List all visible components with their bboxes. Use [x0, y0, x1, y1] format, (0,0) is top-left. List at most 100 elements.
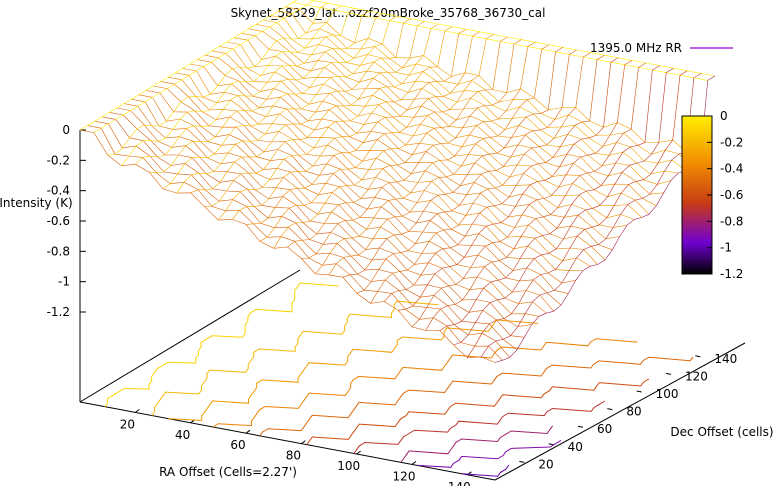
colorbar-tick-label: -1.2	[720, 267, 743, 281]
surface-column-line	[287, 36, 508, 248]
z-tick-label: -1	[58, 275, 70, 289]
base-front-edge	[79, 401, 496, 481]
colorbar-tick-label: 0	[720, 109, 728, 123]
surface-mesh	[79, 0, 716, 363]
colorbar-tick-label: -0.8	[720, 214, 743, 228]
base-left-edge	[79, 269, 301, 403]
contour-line	[168, 319, 539, 422]
x-tick-label: 60	[230, 438, 245, 452]
surface-row-line	[79, 129, 496, 363]
surface-row-line	[175, 72, 591, 267]
y-tick-mark	[577, 425, 584, 428]
surface-row-line	[182, 68, 598, 265]
base-plane	[79, 130, 746, 481]
contour-line	[151, 300, 439, 416]
surface-row-line	[153, 85, 569, 294]
surface-column-line	[411, 60, 633, 328]
colorbar-tick-label: -1	[720, 241, 732, 255]
surface-column-line	[107, 2, 328, 156]
surface-column-line	[190, 18, 411, 194]
surface-column-line	[231, 26, 453, 220]
x-tick-mark	[301, 440, 306, 445]
colorbar-tick-label: -0.2	[720, 135, 743, 149]
colorbar-ticks: 0 -0.2 -0.4 -0.6 -0.8 -1 -1.2	[707, 109, 743, 281]
y-tick-mark	[548, 443, 554, 446]
x-tick-label: 140	[448, 480, 471, 486]
x-tick-label: 20	[120, 417, 135, 431]
surface-column-line	[218, 23, 439, 221]
base-right-edge	[494, 342, 746, 481]
surface-column-line	[162, 13, 384, 190]
surface-row-line	[145, 90, 562, 306]
surface-column-line	[135, 8, 356, 165]
z-tick-label: -1.2	[47, 305, 70, 319]
x-tick-label: 120	[393, 469, 416, 483]
surface-row-line	[189, 63, 606, 261]
z-axis-label: Intensity (K)	[0, 196, 73, 210]
y-tick-label: 80	[626, 405, 641, 419]
contour-line	[306, 378, 650, 445]
y-tick-mark	[665, 372, 672, 375]
surface-row-line	[116, 107, 532, 328]
surface-column-line	[356, 49, 577, 294]
surface-column-line	[370, 52, 591, 304]
z-tick-label: -0.8	[47, 244, 70, 258]
x-tick-mark	[245, 429, 251, 434]
colorbar: 0 -0.2 -0.4 -0.6 -0.8 -1 -1.2	[681, 109, 743, 281]
y-tick-label: 140	[714, 352, 737, 366]
y-tick-label: 20	[538, 457, 553, 471]
surface-column-line	[384, 54, 605, 302]
surface-column-line	[453, 67, 674, 346]
y-tick-mark	[695, 355, 701, 358]
contour-line	[400, 425, 554, 463]
surface-row-line	[123, 103, 540, 317]
surface-column-line	[328, 44, 550, 276]
surface-column-line	[494, 75, 716, 363]
contour-line	[212, 338, 638, 428]
z-tick-label: -0.6	[47, 214, 70, 228]
x-tick-mark	[411, 460, 417, 465]
surface-column-line	[301, 39, 522, 259]
y-tick-mark	[607, 408, 613, 411]
z-tick-label: -0.4	[47, 184, 70, 198]
y-tick-label: 40	[568, 440, 583, 454]
contour-line	[259, 356, 694, 437]
x-tick-mark	[356, 450, 361, 455]
contour-line	[461, 464, 510, 477]
contour-line	[104, 282, 339, 407]
surface-column-line	[245, 28, 467, 225]
surface-column-line	[480, 73, 702, 357]
x-tick-label: 80	[286, 449, 301, 463]
surface-row-line	[160, 81, 576, 284]
x-axis-label: RA Offset (Cells=2.27')	[159, 465, 297, 479]
surface-column-line	[273, 34, 494, 249]
y-tick-mark	[636, 390, 642, 393]
y-axis-ticks: 20 40 60 80 100 120 140	[519, 352, 737, 471]
surface-column-line	[121, 5, 342, 166]
surface-column-line	[176, 15, 397, 194]
surface-column-line	[79, 0, 298, 131]
contour-line	[417, 439, 562, 468]
surface-column-line	[425, 62, 646, 331]
surface-column-line	[439, 65, 660, 331]
surface-column-line	[149, 10, 370, 174]
x-tick-label: 100	[337, 459, 360, 473]
surface-column-line	[467, 70, 688, 358]
x-tick-label: 40	[175, 428, 190, 442]
x-axis-ticks: 20 40 60 80 100 120 140	[120, 408, 472, 486]
surface-column-line	[93, 0, 314, 133]
contour-line	[353, 400, 606, 454]
y-axis-label: Dec Offset (cells)	[670, 425, 773, 439]
contour-lines	[104, 282, 694, 477]
surface-row-line	[277, 10, 694, 169]
surface-column-line	[204, 21, 425, 207]
y-tick-label: 60	[597, 422, 612, 436]
legend: 1395.0 MHz RR	[590, 41, 733, 55]
surface-row-line	[285, 6, 701, 162]
z-tick-label: -0.2	[47, 153, 70, 167]
z-tick-label: 0	[62, 123, 70, 137]
z-axis-ticks: 0 -0.2 -0.4 -0.6 -0.8 -1 -1.2	[47, 123, 86, 319]
y-tick-label: 120	[685, 369, 708, 383]
surface-column-line	[259, 31, 480, 242]
